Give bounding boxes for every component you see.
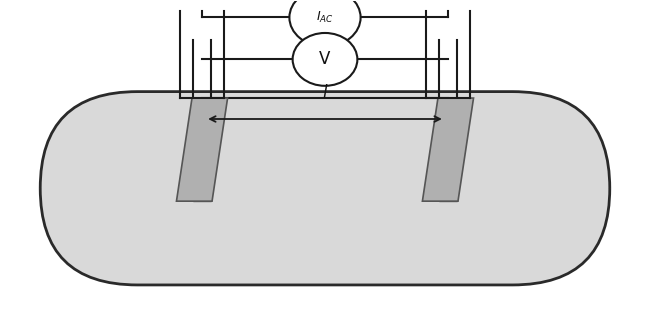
Ellipse shape: [292, 33, 358, 86]
Ellipse shape: [289, 0, 361, 46]
Text: V: V: [319, 50, 331, 68]
Bar: [439, 98, 457, 201]
Polygon shape: [176, 98, 227, 201]
Bar: [193, 98, 211, 201]
Text: $I_{AC}$: $I_{AC}$: [316, 10, 334, 25]
FancyBboxPatch shape: [40, 92, 610, 285]
Polygon shape: [422, 98, 474, 201]
Text: l: l: [322, 84, 328, 102]
